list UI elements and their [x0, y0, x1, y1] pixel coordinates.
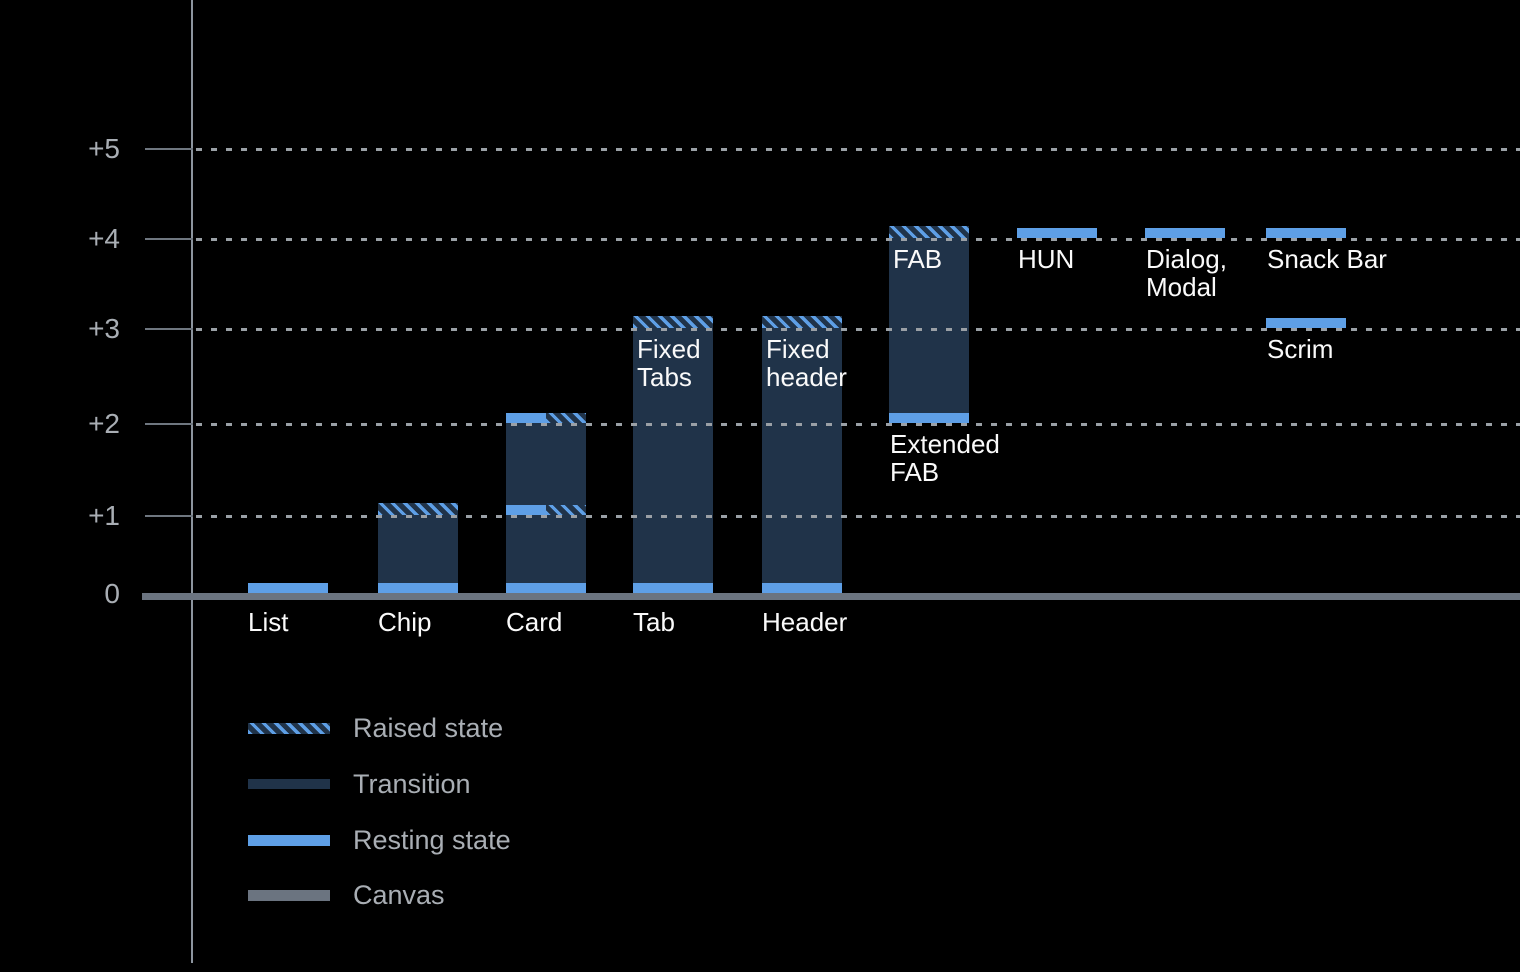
y-tick-plus-5 — [145, 148, 193, 150]
y-axis-label-plus-4: +4 — [88, 223, 120, 254]
header-resting-bar-level-0 — [762, 583, 842, 593]
dialog-modal-resting-bar-level-4 — [1145, 228, 1225, 238]
header-transition-bar — [762, 328, 842, 593]
chip-raised-bar-level-1 — [378, 503, 458, 515]
gridline-plus-5 — [196, 148, 1520, 151]
fab-resting-bar-level-2 — [889, 413, 969, 423]
card-raised-half-bar-level-2 — [546, 413, 586, 423]
snack-bar-resting-bar-level-4 — [1266, 228, 1346, 238]
y-axis-label-plus-1: +1 — [88, 500, 120, 531]
snack-bar-resting-bar-level-3 — [1266, 318, 1346, 328]
legend-swatch-resting-state-icon — [248, 834, 330, 846]
legend-swatch-canvas-icon — [248, 889, 330, 901]
snack-bar-sub-label-2: Scrim — [1267, 334, 1334, 364]
card-resting-half-bar-level-2 — [506, 413, 546, 423]
fab-inner-label: FAB — [893, 244, 943, 274]
legend-item-canvas: Canvas — [248, 880, 445, 910]
tab-raised-bar-level-3 — [633, 316, 713, 328]
gridline-plus-3 — [196, 328, 1520, 331]
legend-label-raised-state: Raised state — [353, 713, 504, 743]
legend-swatch-raised-state-icon — [248, 722, 330, 734]
card-resting-half-bar-level-1 — [506, 505, 546, 515]
y-tick-plus-2 — [145, 423, 193, 425]
gridline-plus-4 — [196, 238, 1520, 241]
y-axis-label-plus-2: +2 — [88, 408, 120, 439]
header-inner-label: Fixed header — [766, 334, 847, 392]
chip-resting-bar-level-0 — [378, 583, 458, 593]
chip-transition-bar — [378, 515, 458, 593]
y-axis-label-0: 0 — [104, 578, 120, 609]
tab-resting-bar-level-0 — [633, 583, 713, 593]
y-tick-plus-3 — [145, 328, 193, 330]
column-label-header: Header — [762, 607, 848, 637]
snack-bar-sub-label: Snack Bar — [1267, 244, 1387, 274]
gridline-plus-2 — [196, 423, 1520, 426]
canvas-baseline — [142, 593, 1520, 600]
tab-inner-label: Fixed Tabs — [637, 334, 701, 392]
card-raised-half-bar-level-1 — [546, 505, 586, 515]
list-resting-bar-level-0 — [248, 583, 328, 593]
card-resting-bar-level-0 — [506, 583, 586, 593]
legend-label-resting-state: Resting state — [353, 825, 511, 855]
legend-item-transition: Transition — [248, 769, 471, 799]
y-tick-plus-4 — [145, 238, 193, 240]
fab-sub-label: Extended FAB — [890, 429, 1000, 487]
header-raised-bar-level-3 — [762, 316, 842, 328]
fab-raised-bar-level-4 — [889, 226, 969, 238]
y-axis-label-plus-5: +5 — [88, 133, 120, 164]
y-axis-line — [191, 0, 193, 963]
legend-item-raised-state: Raised state — [248, 713, 503, 743]
gridline-plus-1 — [196, 515, 1520, 518]
hun-sub-label: HUN — [1018, 244, 1075, 274]
legend-label-canvas: Canvas — [353, 880, 445, 910]
column-label-list: List — [248, 607, 289, 637]
hun-resting-bar-level-4 — [1017, 228, 1097, 238]
y-tick-plus-1 — [145, 515, 193, 517]
legend-item-resting-state: Resting state — [248, 825, 511, 855]
legend-swatch-transition-icon — [248, 779, 330, 789]
column-label-card: Card — [506, 607, 563, 637]
tab-transition-bar — [633, 328, 713, 593]
dialog-modal-sub-label: Dialog, Modal — [1146, 244, 1227, 302]
y-axis-label-plus-3: +3 — [88, 313, 120, 344]
column-label-tab: Tab — [633, 607, 675, 637]
column-label-chip: Chip — [378, 607, 432, 637]
legend-label-transition: Transition — [353, 769, 471, 799]
